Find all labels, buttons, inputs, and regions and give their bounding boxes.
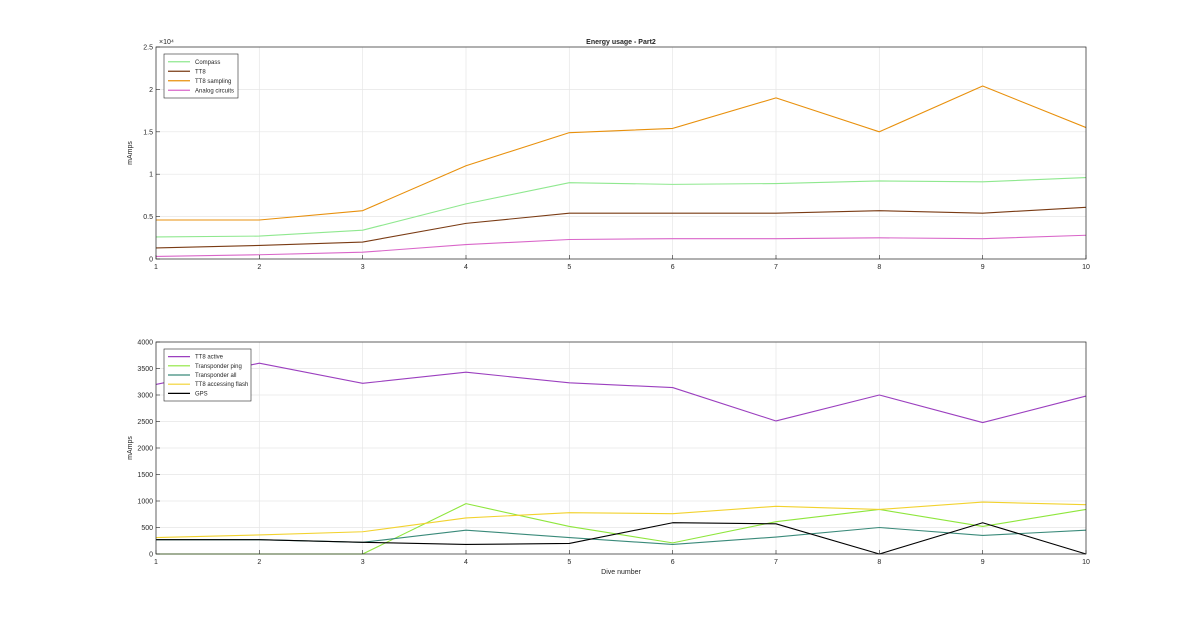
- series-line-analog-circuits: [155, 234, 1087, 258]
- axes-frame: [155, 46, 1087, 260]
- y-tick-label: 1: [149, 172, 153, 179]
- y-tick-label: 2000: [137, 446, 153, 453]
- x-tick-label: 8: [877, 559, 881, 566]
- y-axis-label: mAmps: [127, 436, 134, 460]
- legend: Compass TT8 TT8 sampling Analog circuits: [163, 53, 239, 99]
- x-tick-label: 7: [774, 559, 778, 566]
- x-tick-label: 10: [1082, 264, 1090, 271]
- legend-label: GPS: [195, 391, 208, 397]
- y-tick-label: 1.5: [143, 129, 153, 136]
- figure-title: Energy usage - Part2: [586, 39, 656, 46]
- y-tick-label: 0: [149, 257, 153, 264]
- legend: TT8 active Transponder ping Transponder al…: [163, 348, 252, 402]
- legend-label: TT8 sampling: [195, 79, 231, 85]
- x-tick-label: 9: [981, 264, 985, 271]
- y-axis-label: mAmps: [127, 141, 134, 165]
- series-line-compass: [155, 177, 1087, 238]
- x-tick-label: 1: [154, 559, 158, 566]
- x-tick-label: 5: [567, 264, 571, 271]
- x-tick-label: 4: [464, 559, 468, 566]
- y-tick-label: 4000: [137, 340, 153, 347]
- legend-label: Compass: [195, 60, 220, 66]
- y-tick-label: 3000: [137, 393, 153, 400]
- x-tick-label: 6: [671, 264, 675, 271]
- y-tick-label: 0.5: [143, 214, 153, 221]
- y-tick-label: 0: [149, 552, 153, 559]
- x-tick-label: 2: [257, 264, 261, 271]
- y-exponent-label: ×10⁴: [159, 39, 174, 46]
- y-tick-label: 500: [141, 525, 153, 532]
- x-tick-label: 4: [464, 264, 468, 271]
- y-tick-label: 1000: [137, 499, 153, 506]
- series-line-tt8-sampling: [156, 85, 1087, 221]
- y-tick-label: 2: [149, 87, 153, 94]
- x-tick-label: 5: [567, 559, 571, 566]
- legend-label: Transponder all: [195, 373, 236, 379]
- legend-label: TT8: [195, 69, 206, 75]
- legend-label: Analog circuits: [195, 88, 234, 94]
- series-line-gps: [156, 522, 1087, 555]
- x-tick-label: 6: [671, 559, 675, 566]
- series-line-tt8-active: [155, 362, 1087, 424]
- y-tick-label: 2.5: [143, 45, 153, 52]
- y-tick-label: 3500: [137, 366, 153, 373]
- x-tick-label: 10: [1082, 559, 1090, 566]
- x-tick-label: 9: [981, 559, 985, 566]
- legend-label: TT8 accessing flash: [195, 382, 248, 388]
- x-tick-label: 3: [361, 559, 365, 566]
- x-tick-label: 7: [774, 264, 778, 271]
- series-line-tt8: [155, 206, 1087, 249]
- series-line-tt8-accessing-flash: [155, 501, 1087, 539]
- y-tick-label: 2500: [137, 419, 153, 426]
- plot-area: [156, 47, 1086, 259]
- upper-chart-panel: 1 2 3 4 5 6 7 8 9 10 0 0.5 1 1.5 2 2.5 ×10⁴ mAmps Compass T…: [127, 39, 1090, 271]
- x-tick-label: 1: [154, 264, 158, 271]
- x-axis-label: Dive number: [601, 569, 641, 576]
- x-tick-label: 2: [257, 559, 261, 566]
- legend-label: Transponder ping: [195, 364, 242, 370]
- x-tick-label: 3: [361, 264, 365, 271]
- lower-chart-panel: 1 2 3 4 5 6 7 8 9 10 0 500 1000 1500 2000 2500 3000 3500 4…: [127, 340, 1090, 577]
- x-tick-label: 8: [877, 264, 881, 271]
- legend-label: TT8 active: [195, 355, 224, 361]
- y-tick-label: 1500: [137, 472, 153, 479]
